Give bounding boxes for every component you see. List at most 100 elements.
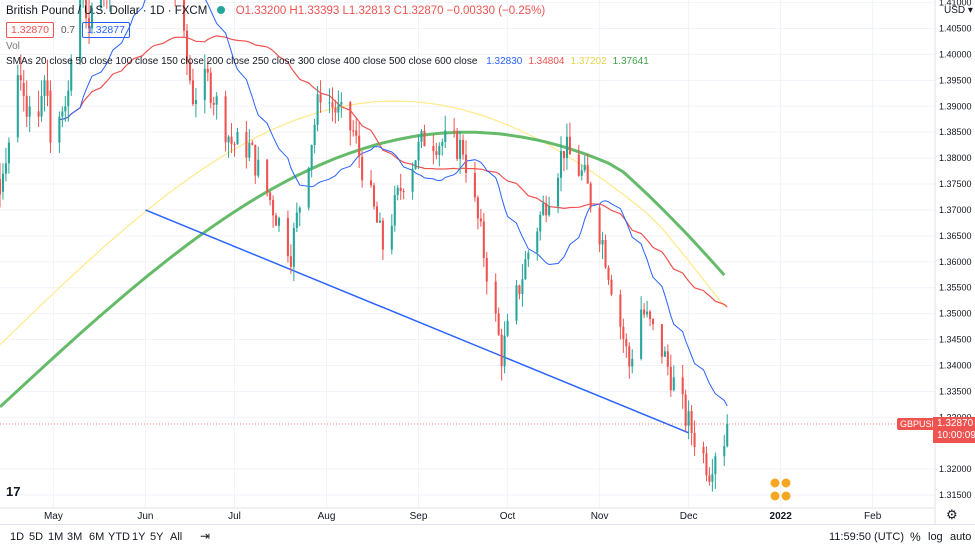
candle-body (275, 215, 278, 226)
candle-body (693, 432, 696, 447)
candle (663, 346, 666, 358)
candle (378, 212, 381, 224)
currency-select[interactable]: USD ▾ (944, 5, 973, 16)
candle-body (185, 30, 189, 62)
candle-body (562, 151, 566, 159)
candle-body (545, 203, 548, 216)
candle-body (708, 475, 711, 482)
candle-body (378, 220, 381, 223)
candle (660, 324, 663, 364)
candle-body (248, 142, 251, 158)
candle (212, 96, 215, 116)
candle-body (206, 68, 209, 73)
sma-value: 1.37641 (612, 56, 649, 67)
x-tick-label: Aug (318, 511, 336, 522)
candle (19, 54, 22, 91)
candle-body (334, 107, 337, 113)
utc-clock[interactable]: 11:59:50 (UTC) (829, 531, 904, 543)
timeframe-1m[interactable]: 1M (48, 531, 64, 543)
candle-body (90, 7, 94, 29)
timeframe-1d[interactable]: 1D (10, 531, 25, 543)
y-tick-label: 1.38000 (939, 153, 972, 163)
candle-body (666, 351, 669, 367)
candle (622, 318, 625, 353)
candle (485, 251, 488, 295)
candle-body (85, 0, 88, 19)
candle-body (494, 281, 497, 314)
candle (672, 365, 675, 392)
candle (286, 210, 289, 263)
candle (381, 217, 384, 260)
symbol-title[interactable]: British Pound / U.S. Dollar · 1D · FXCM (6, 5, 208, 17)
candle (518, 284, 521, 300)
candle (506, 313, 509, 338)
candle (438, 142, 441, 167)
settings-gear-icon[interactable]: ⚙ (946, 507, 958, 522)
candle-body (310, 145, 313, 168)
candle-body (628, 346, 631, 367)
buy-button[interactable]: 1.32877 (82, 22, 130, 38)
timeframe-6m[interactable]: 6M (89, 531, 105, 543)
sell-button[interactable]: 1.32870 (6, 22, 54, 38)
candle-body (539, 214, 542, 232)
candle-body (485, 258, 488, 282)
sma-value: 1.37202 (570, 56, 607, 67)
candle-body (99, 0, 102, 8)
y-tick-label: 1.39000 (939, 101, 972, 111)
timeframe-3m[interactable]: 3M (67, 531, 83, 543)
y-tick-label: 1.40500 (939, 24, 972, 34)
candle-body (390, 225, 393, 250)
timeframe-5d[interactable]: 5D (29, 531, 44, 543)
candle (191, 68, 194, 107)
candle-body (19, 75, 22, 81)
candle-body (518, 285, 521, 294)
candle-body (191, 80, 194, 105)
candle-body (227, 136, 230, 143)
candle (319, 80, 322, 113)
candle-body (548, 206, 551, 216)
candle-body (473, 173, 476, 198)
candle-body (319, 94, 322, 103)
candle (209, 67, 212, 109)
candle-body (414, 160, 417, 169)
candle-body (328, 102, 331, 104)
candle-body (726, 424, 729, 447)
market-open-dot (216, 6, 225, 14)
log-toggle[interactable]: log (928, 531, 943, 543)
candle-body (286, 217, 289, 257)
candle-body (684, 394, 687, 426)
candle-body (224, 96, 227, 143)
candle-body (586, 164, 589, 184)
candle (580, 164, 583, 181)
candle (494, 273, 497, 322)
candle (684, 389, 687, 432)
candle-body (251, 142, 254, 145)
candle-body (568, 136, 571, 155)
y-tick-label: 1.39500 (939, 75, 972, 85)
tradingview-logo[interactable]: 17 (6, 484, 21, 499)
candle-body (640, 309, 643, 359)
candle (361, 150, 364, 188)
sma-legend[interactable]: SMAs 20 close 50 close 100 close 150 clo… (6, 56, 661, 67)
y-tick-label: 1.31500 (939, 490, 972, 500)
candle-body (215, 96, 218, 105)
candle-body (298, 207, 301, 213)
candle (583, 155, 586, 173)
candle-body (462, 139, 465, 155)
candle-body (681, 377, 684, 395)
auto-scale-toggle[interactable]: auto (950, 531, 972, 543)
candle (598, 203, 601, 253)
candle (651, 318, 655, 331)
timeframe-1y[interactable]: 1Y (132, 531, 146, 543)
candle (275, 212, 278, 226)
timeframe-all[interactable]: All (170, 531, 183, 543)
volume-legend[interactable]: Vol (6, 41, 20, 52)
timeframe-5y[interactable]: 5Y (150, 531, 164, 543)
x-tick-label: Nov (591, 511, 609, 522)
y-tick-label: 1.35000 (939, 309, 972, 319)
date-range-icon[interactable]: ⇥ (200, 529, 211, 543)
percent-toggle[interactable]: % (910, 530, 921, 544)
timeframe-ytd[interactable]: YTD (108, 531, 130, 543)
candle (227, 135, 230, 158)
